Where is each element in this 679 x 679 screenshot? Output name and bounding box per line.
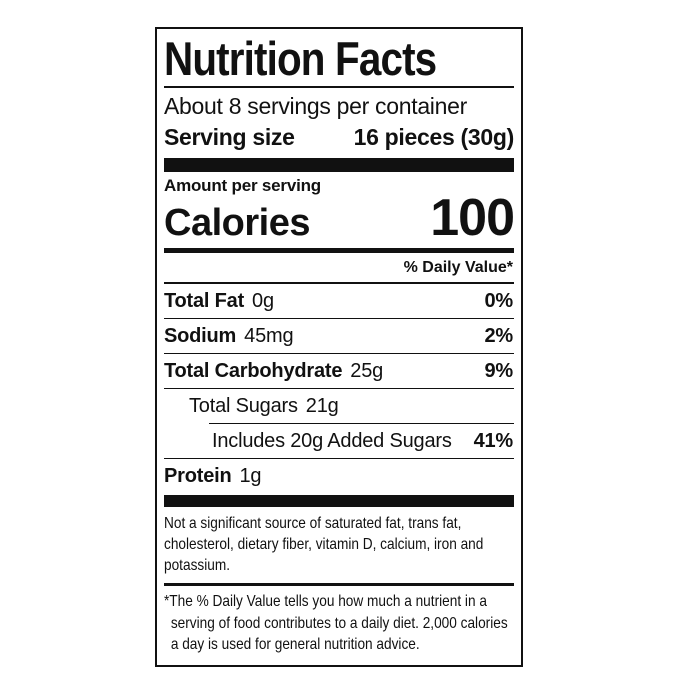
nutrient-name: Total Fat 0g <box>164 289 274 312</box>
nutrient-row-total-sugars: Total Sugars 21g <box>164 387 514 423</box>
thick-divider-bottom <box>164 494 514 507</box>
medium-divider <box>164 247 514 253</box>
nutrient-dv: 41% <box>473 429 514 452</box>
nutrient-dv: 2% <box>484 324 513 347</box>
amount-per-serving-label: Amount per serving <box>164 175 321 195</box>
nutrient-name: Total Carbohydrate 25g <box>164 359 384 382</box>
nutrient-row-protein: Protein 1g <box>164 457 514 493</box>
indented-divider <box>209 422 514 424</box>
title-divider <box>164 85 514 88</box>
nutrient-row-added-sugars: Includes 20g Added Sugars 41% <box>164 424 514 458</box>
calories-label: Calories <box>164 201 310 244</box>
nutrient-name: Includes 20g Added Sugars <box>212 429 452 452</box>
footnote-divider <box>164 583 514 587</box>
servings-per-container: About 8 servings per container <box>164 92 467 119</box>
thick-divider-top <box>164 157 514 172</box>
serving-size-value: 16 pieces (30g) <box>353 123 515 150</box>
nutrient-row-total-carbohydrate: Total Carbohydrate 25g 9% <box>164 352 514 388</box>
nutrient-name: Sodium 45mg <box>164 324 294 347</box>
nutrient-dv: 9% <box>484 359 513 382</box>
nutrient-dv: 0% <box>484 289 513 312</box>
label-title: Nutrition Facts <box>164 32 437 85</box>
daily-value-footnote: *The % Daily Value tells you how much a … <box>164 593 508 654</box>
serving-size-row: Serving size 16 pieces (30g) <box>164 122 514 158</box>
calories-value: 100 <box>430 188 515 247</box>
serving-size-label: Serving size <box>164 123 295 150</box>
nutrient-row-sodium: Sodium 45mg 2% <box>164 317 514 353</box>
nutrient-name: Protein 1g <box>164 464 262 487</box>
nutrition-facts-label: Nutrition Facts About 8 servings per con… <box>155 27 523 668</box>
not-significant-note: Not a significant source of saturated fa… <box>164 514 484 575</box>
nutrient-name: Total Sugars 21g <box>189 394 339 417</box>
daily-value-header: % Daily Value* <box>164 253 514 283</box>
nutrient-row-total-fat: Total Fat 0g 0% <box>164 282 514 318</box>
calories-row: Calories 100 <box>164 188 515 248</box>
